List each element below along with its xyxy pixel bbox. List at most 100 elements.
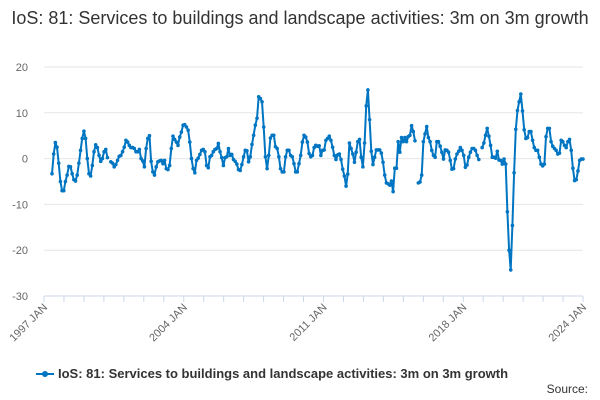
data-point bbox=[542, 162, 547, 166]
data-point bbox=[226, 146, 231, 151]
data-point bbox=[251, 133, 256, 138]
data-point bbox=[122, 145, 127, 149]
data-point bbox=[171, 134, 175, 138]
y-tick-label: 10 bbox=[16, 108, 28, 120]
data-point bbox=[423, 132, 427, 136]
data-point bbox=[487, 134, 491, 138]
data-point bbox=[186, 128, 190, 133]
data-point bbox=[61, 188, 66, 193]
data-point bbox=[408, 133, 412, 138]
data-point bbox=[466, 155, 471, 160]
data-point bbox=[468, 150, 473, 154]
data-point bbox=[367, 117, 372, 122]
data-point bbox=[510, 223, 515, 228]
data-point bbox=[413, 138, 417, 143]
data-point bbox=[426, 135, 431, 140]
source-label: Source: bbox=[546, 382, 588, 396]
data-point bbox=[319, 153, 323, 158]
data-point bbox=[372, 155, 377, 160]
data-point bbox=[554, 148, 558, 153]
y-tick-label: -20 bbox=[12, 245, 28, 257]
data-point bbox=[513, 127, 518, 132]
data-point bbox=[581, 157, 585, 161]
data-point bbox=[90, 163, 95, 168]
data-point bbox=[337, 152, 342, 156]
data-point bbox=[198, 152, 202, 157]
data-point bbox=[93, 143, 98, 147]
data-point bbox=[97, 153, 101, 158]
data-point bbox=[193, 170, 197, 175]
data-point bbox=[574, 177, 579, 182]
data-point bbox=[529, 129, 533, 134]
data-point bbox=[428, 139, 432, 144]
data-point bbox=[50, 171, 54, 176]
data-point bbox=[177, 135, 182, 139]
data-point bbox=[377, 148, 382, 152]
data-point bbox=[488, 143, 493, 148]
data-point bbox=[477, 157, 481, 162]
x-tick-label: 2011 JAN bbox=[288, 302, 330, 344]
data-point bbox=[561, 139, 565, 144]
data-point bbox=[95, 145, 100, 150]
data-point bbox=[515, 108, 520, 113]
data-point bbox=[159, 158, 164, 163]
data-point bbox=[300, 140, 305, 144]
legend[interactable]: IoS: 81: Services to buildings and lands… bbox=[36, 366, 508, 381]
y-tick-label: -30 bbox=[12, 291, 28, 303]
data-point bbox=[125, 140, 130, 144]
data-point bbox=[176, 143, 180, 148]
data-point bbox=[317, 143, 321, 148]
data-point bbox=[297, 161, 301, 166]
data-point bbox=[532, 145, 537, 150]
data-point bbox=[55, 145, 59, 149]
data-point bbox=[465, 163, 469, 167]
data-point bbox=[65, 173, 69, 177]
data-point bbox=[290, 154, 295, 159]
data-point bbox=[441, 157, 446, 161]
data-point bbox=[196, 156, 200, 160]
data-point bbox=[238, 168, 243, 173]
data-point bbox=[307, 151, 311, 156]
data-point bbox=[219, 155, 224, 160]
data-point bbox=[461, 153, 466, 158]
data-point bbox=[75, 173, 80, 177]
data-point bbox=[371, 162, 375, 167]
data-point bbox=[142, 165, 147, 169]
data-point bbox=[209, 153, 214, 158]
data-point bbox=[418, 180, 422, 184]
data-point bbox=[167, 163, 172, 168]
data-point bbox=[379, 151, 384, 155]
data-point bbox=[144, 146, 148, 151]
data-point bbox=[381, 160, 385, 165]
data-point bbox=[345, 172, 350, 176]
data-point bbox=[85, 156, 90, 161]
data-point bbox=[451, 166, 456, 171]
data-point bbox=[179, 130, 184, 134]
data-point bbox=[537, 155, 542, 160]
data-point bbox=[203, 149, 207, 154]
data-point bbox=[305, 140, 310, 144]
data-point bbox=[502, 157, 506, 161]
data-point bbox=[391, 189, 395, 194]
data-point bbox=[100, 156, 105, 161]
data-point bbox=[525, 135, 530, 140]
data-point bbox=[298, 153, 303, 158]
data-point bbox=[287, 148, 291, 153]
data-point bbox=[522, 127, 526, 132]
data-point bbox=[366, 88, 370, 92]
data-point bbox=[161, 161, 165, 166]
data-point bbox=[498, 158, 503, 163]
data-point bbox=[218, 149, 222, 154]
data-point bbox=[78, 148, 83, 153]
data-point bbox=[114, 162, 118, 167]
data-point bbox=[340, 167, 345, 171]
data-point bbox=[339, 157, 343, 162]
data-point bbox=[154, 165, 158, 169]
data-point bbox=[282, 170, 286, 174]
data-point bbox=[429, 148, 434, 153]
data-point bbox=[248, 154, 253, 159]
data-point bbox=[369, 149, 374, 154]
y-tick-label: -10 bbox=[12, 199, 28, 211]
data-point bbox=[63, 179, 68, 184]
